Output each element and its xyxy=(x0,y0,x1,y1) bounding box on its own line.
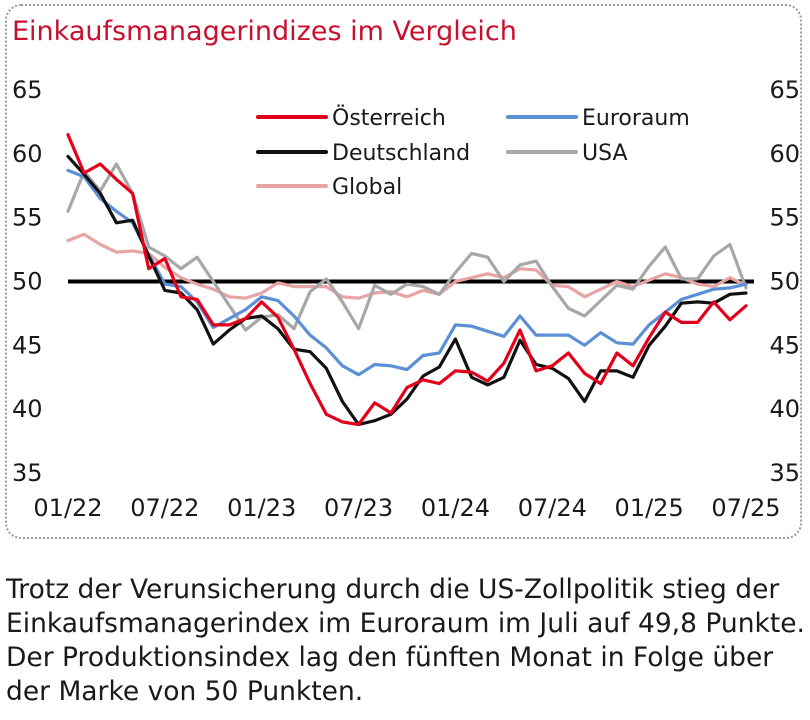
x-tick-label: 01/22 xyxy=(33,494,102,522)
chart-plot: 35 40 45 50 55 60 65 35 40 45 50 55 60 65 01/22 07/22… xyxy=(12,76,800,522)
x-tick-label: 07/23 xyxy=(324,494,393,522)
y-tick-label-left: 65 xyxy=(12,76,43,104)
legend-label-deutschland: Deutschland xyxy=(332,141,470,166)
x-tick-label: 07/22 xyxy=(130,494,199,522)
legend-label-oesterreich: Österreich xyxy=(332,105,446,131)
series-line-oesterreich xyxy=(66,133,748,427)
chart-frame xyxy=(5,4,802,539)
y-tick-label-left: 35 xyxy=(12,459,43,487)
y-tick-label-right: 65 xyxy=(769,76,800,104)
y-tick-label-right: 40 xyxy=(769,395,800,423)
x-tick-label: 07/24 xyxy=(518,494,587,522)
y-tick-label-left: 60 xyxy=(12,140,43,168)
y-tick-label-right: 55 xyxy=(769,204,800,232)
y-tick-label-left: 40 xyxy=(12,395,43,423)
chart-title: Einkaufsmanagerindizes im Vergleich xyxy=(12,16,517,47)
y-tick-label-right: 60 xyxy=(769,140,800,168)
legend-label-euroraum: Euroraum xyxy=(582,106,690,131)
x-tick-label: 07/25 xyxy=(711,494,780,522)
y-tick-label-left: 55 xyxy=(12,204,43,232)
x-tick-label: 01/25 xyxy=(615,494,684,522)
series-line-euroraum xyxy=(66,168,748,377)
series-line-usa xyxy=(66,162,748,332)
legend-label-usa: USA xyxy=(582,141,628,166)
x-tick-label: 01/23 xyxy=(227,494,296,522)
y-axis-left: 35 40 45 50 55 60 65 xyxy=(12,76,43,487)
y-tick-label-left: 50 xyxy=(12,268,43,296)
y-tick-label-left: 45 xyxy=(12,331,43,359)
series-line-deutschland xyxy=(66,154,748,427)
x-axis: 01/22 07/22 01/23 07/23 01/24 07/24 01/25 07/25 xyxy=(33,494,780,522)
legend-label-global: Global xyxy=(332,175,402,200)
y-tick-label-right: 50 xyxy=(769,268,800,296)
y-axis-right: 35 40 45 50 55 60 65 xyxy=(769,76,800,487)
caption-text: Trotz der Verunsicherung durch die US-Zo… xyxy=(6,574,805,707)
legend: Österreich Euroraum Deutschland USA Global xyxy=(256,105,690,200)
series-layer xyxy=(66,133,748,427)
x-tick-label: 01/24 xyxy=(421,494,490,522)
y-tick-label-right: 45 xyxy=(769,331,800,359)
y-tick-label-right: 35 xyxy=(769,459,800,487)
